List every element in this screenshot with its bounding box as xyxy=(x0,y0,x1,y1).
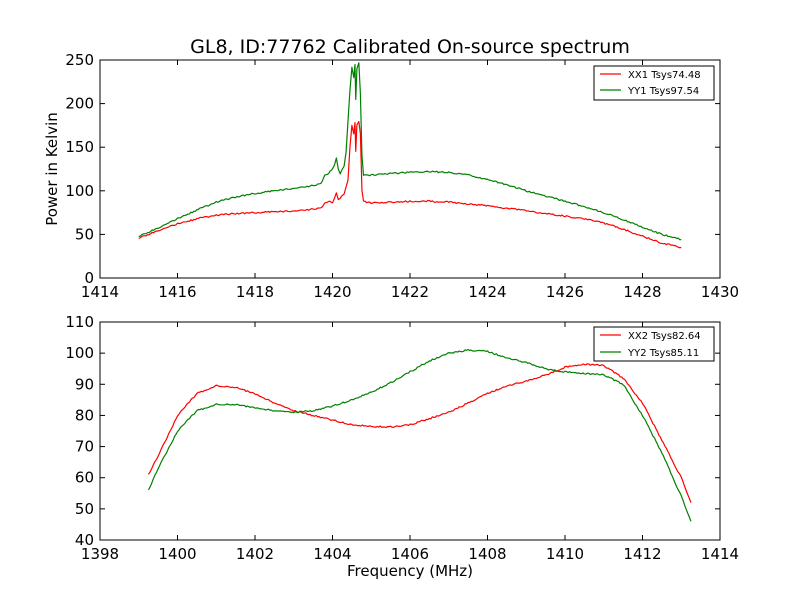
figure-title: GL8, ID:77762 Calibrated On-source spect… xyxy=(190,36,630,58)
series-line-yy1 xyxy=(138,62,682,241)
y-tick-label: 250 xyxy=(65,51,94,69)
x-tick-label: 1410 xyxy=(546,545,584,563)
top-axis-ticks: 1414 1416 1418 1420 1422 1424 1426 1428 1430 0 50 1… xyxy=(65,51,739,301)
x-axis-label: Frequency (MHz) xyxy=(347,562,473,580)
y-tick-label: 80 xyxy=(75,406,94,424)
bottom-legend: XX2 Tsys82.64 YY2 Tsys85.11 xyxy=(593,326,715,362)
top-spectrum-panel: 1414 1416 1418 1420 1422 1424 1426 1428 1430 0 50 1… xyxy=(43,51,739,301)
legend-label-xx1: XX1 Tsys74.48 xyxy=(628,70,701,81)
y-tick-label: 100 xyxy=(65,182,94,200)
x-tick-label: 1424 xyxy=(468,283,506,301)
x-tick-label: 1402 xyxy=(236,545,274,563)
top-y-axis-label: Power in Kelvin xyxy=(43,112,61,226)
x-tick-label: 1426 xyxy=(546,283,584,301)
x-tick-label: 1422 xyxy=(391,283,429,301)
series-line-yy2 xyxy=(147,348,692,522)
legend-label-xx2: XX2 Tsys82.64 xyxy=(628,331,701,342)
top-legend: XX1 Tsys74.48 YY1 Tsys97.54 xyxy=(593,65,715,101)
y-tick-label: 60 xyxy=(75,469,94,487)
x-tick-label: 1406 xyxy=(391,545,429,563)
y-tick-label: 200 xyxy=(65,95,94,113)
legend-label-yy2: YY2 Tsys85.11 xyxy=(627,348,699,359)
y-tick-label: 50 xyxy=(75,225,94,243)
bottom-spectrum-panel: 1398 1400 1402 1404 1406 1408 1410 1412 1414 40 50… xyxy=(65,313,739,563)
y-tick-label: 40 xyxy=(75,531,94,549)
bottom-series-lines xyxy=(147,348,692,522)
bottom-legend-box xyxy=(593,326,715,362)
top-series-lines xyxy=(138,62,682,249)
top-legend-box xyxy=(593,65,715,101)
x-tick-label: 1418 xyxy=(236,283,274,301)
x-tick-label: 1430 xyxy=(701,283,739,301)
x-tick-label: 1414 xyxy=(81,283,119,301)
x-tick-label: 1398 xyxy=(81,545,119,563)
y-tick-label: 150 xyxy=(65,138,94,156)
x-tick-label: 1412 xyxy=(623,545,661,563)
x-tick-label: 1408 xyxy=(468,545,506,563)
y-tick-label: 50 xyxy=(75,500,94,518)
x-tick-label: 1414 xyxy=(701,545,739,563)
y-tick-label: 90 xyxy=(75,375,94,393)
x-tick-label: 1420 xyxy=(313,283,351,301)
series-line-xx2 xyxy=(147,363,692,503)
x-tick-label: 1428 xyxy=(623,283,661,301)
y-tick-label: 110 xyxy=(65,313,94,331)
y-tick-label: 100 xyxy=(65,344,94,362)
x-tick-label: 1400 xyxy=(158,545,196,563)
series-line-xx1 xyxy=(138,120,682,249)
legend-label-yy1: YY1 Tsys97.54 xyxy=(627,86,699,97)
y-tick-label: 0 xyxy=(84,269,94,287)
y-tick-label: 70 xyxy=(75,438,94,456)
x-tick-label: 1404 xyxy=(313,545,351,563)
bottom-axis-ticks: 1398 1400 1402 1404 1406 1408 1410 1412 1414 40 50… xyxy=(65,313,739,563)
x-tick-label: 1416 xyxy=(158,283,196,301)
